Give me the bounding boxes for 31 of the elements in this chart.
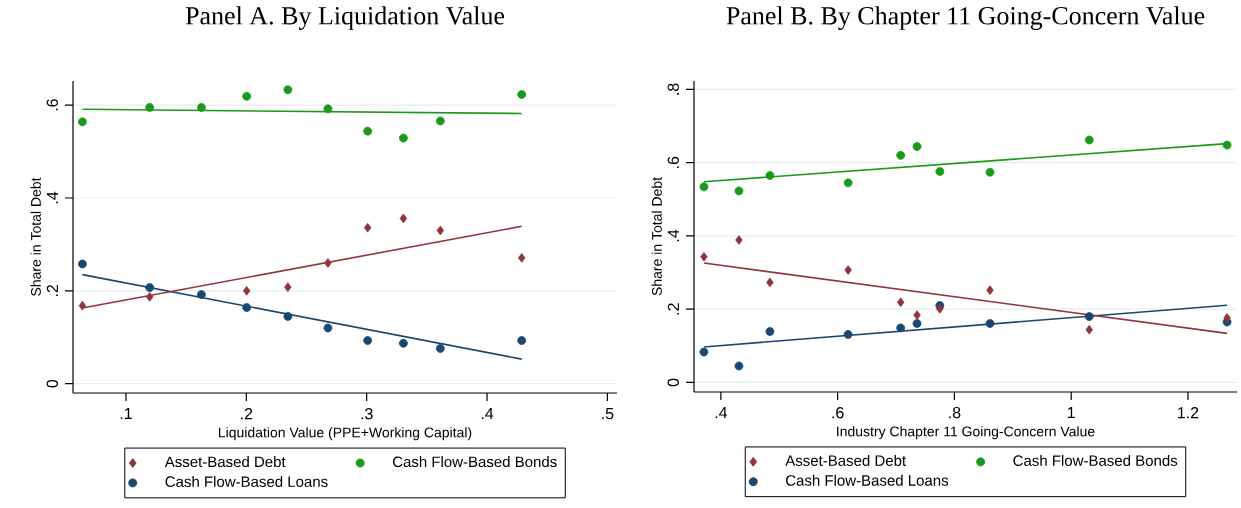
- x-tick-label: .5: [602, 408, 614, 420]
- x-tick-label: .2: [241, 408, 253, 420]
- y-tick-label: .4: [46, 191, 58, 204]
- y-tick-label: .6: [46, 99, 58, 111]
- legend-label: Asset-Based Debt: [164, 456, 286, 468]
- legend-label: Cash Flow-Based Loans: [165, 475, 328, 487]
- x-tick-label: 1.2: [1178, 407, 1199, 419]
- legend-label: Cash Flow-Based Bonds: [392, 456, 557, 468]
- y-tick-label: 0: [667, 378, 679, 387]
- x-tick-label: 1: [1067, 407, 1075, 419]
- chart-title: Panel B. By Chapter 11 Going-Concern Value: [726, 6, 1205, 30]
- y-tick-label: .2: [667, 303, 679, 315]
- legend-label: Asset-Based Debt: [785, 454, 906, 466]
- x-tick-label: .6: [832, 407, 844, 419]
- x-tick-label: .8: [949, 407, 961, 419]
- y-tick-label: .6: [667, 156, 679, 168]
- y-tick-label: 0: [46, 379, 58, 388]
- y-tick-label: .8: [667, 83, 679, 95]
- x-tick-label: .3: [361, 408, 373, 420]
- x-tick-label: .4: [715, 407, 728, 419]
- x-axis-title: Industry Chapter 11 Going-Concern Value: [837, 426, 1095, 440]
- legend-label: Cash Flow-Based Bonds: [1013, 454, 1178, 466]
- legend-label: Cash Flow-Based Loans: [786, 474, 949, 486]
- x-axis-title: Liquidation Value (PPE+Working Capital): [219, 427, 472, 441]
- y-tick-label: .4: [667, 229, 679, 242]
- chart-title: Panel A. By Liquidation Value: [185, 6, 505, 30]
- x-tick-label: .4: [481, 408, 494, 420]
- x-tick-label: .1: [120, 408, 132, 420]
- y-axis-title: Share in Total Debt: [651, 177, 662, 296]
- y-axis-title: Share in Total Debt: [30, 177, 41, 296]
- y-tick-label: .2: [46, 284, 58, 297]
